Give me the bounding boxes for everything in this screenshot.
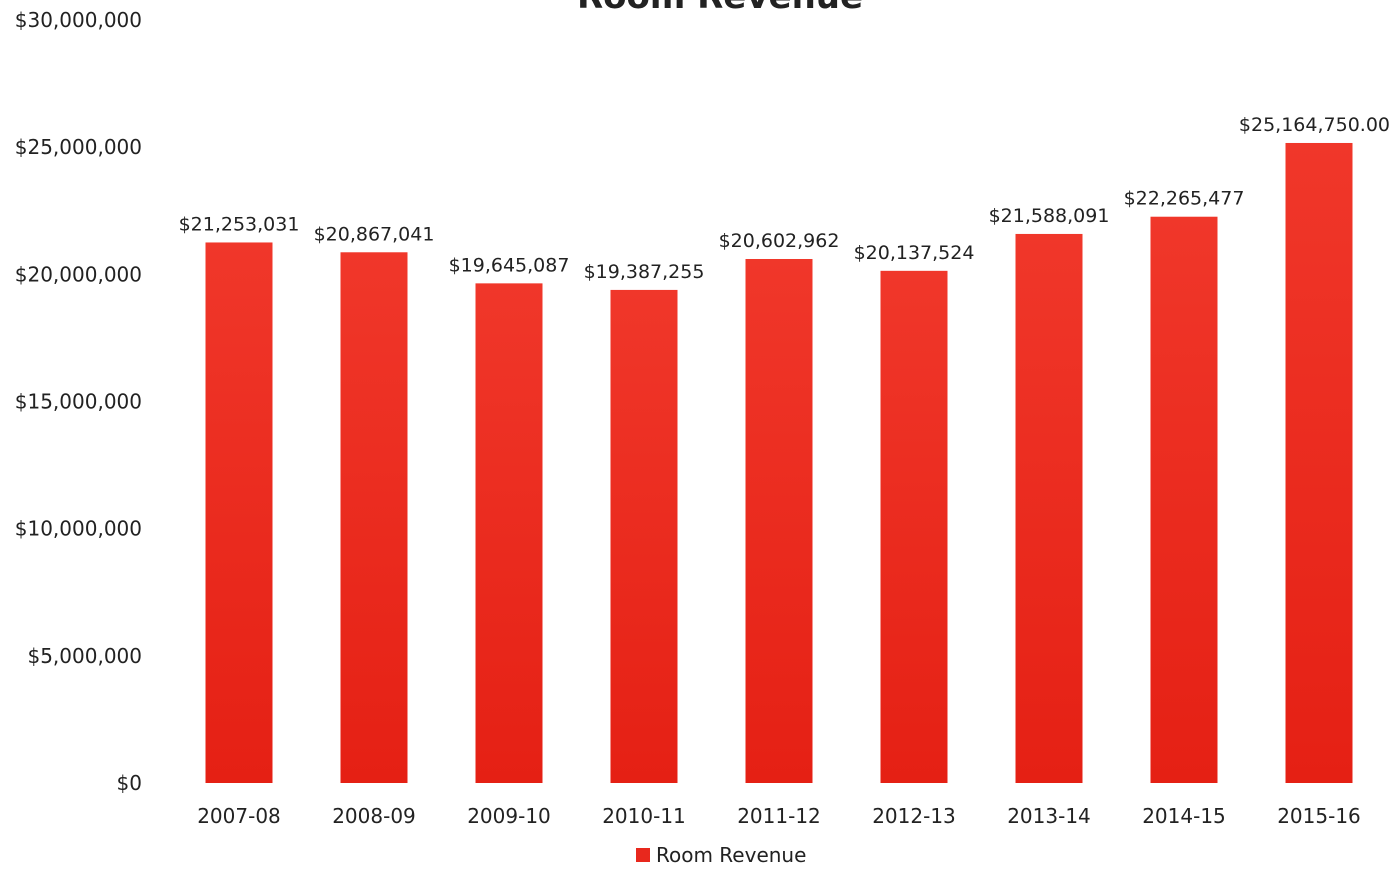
x-tick-label: 2014-15 [1142, 804, 1226, 828]
x-tick-label: 2013-14 [1007, 804, 1091, 828]
x-axis: 2007-08 2008-09 2009-10 2010-11 2011-12 2012-… [197, 804, 1361, 828]
bar-value-label: $20,137,524 [854, 242, 975, 264]
y-tick-label: $30,000,000 [15, 8, 142, 32]
y-tick-label: $25,000,000 [15, 135, 142, 159]
legend-label: Room Revenue [656, 843, 806, 867]
bar [880, 270, 948, 783]
bar [1015, 233, 1083, 784]
bar [205, 242, 273, 783]
bars-group [205, 142, 1353, 784]
bar [340, 252, 408, 783]
x-tick-label: 2009-10 [467, 804, 551, 828]
data-labels-group: $21,253,031 $20,867,041 $19,645,087 $19,387… [179, 114, 1390, 283]
legend: Room Revenue [636, 843, 806, 867]
bar [1285, 142, 1353, 783]
bar-value-label: $22,265,477 [1124, 188, 1245, 210]
bar [610, 289, 678, 783]
bar [745, 258, 813, 783]
x-tick-label: 2008-09 [332, 804, 416, 828]
bar-value-label: $21,253,031 [179, 213, 300, 235]
bar-value-label: $19,387,255 [584, 261, 705, 283]
y-tick-label: $15,000,000 [15, 390, 142, 414]
legend-marker [636, 848, 650, 862]
bar-value-label: $20,602,962 [719, 230, 840, 252]
bar-value-label: $25,164,750.00 [1239, 114, 1390, 136]
x-tick-label: 2007-08 [197, 804, 281, 828]
y-tick-label: $0 [117, 771, 142, 795]
bar-value-label: $21,588,091 [989, 205, 1110, 227]
x-tick-label: 2012-13 [872, 804, 956, 828]
x-tick-label: 2011-12 [737, 804, 821, 828]
chart-title: Room Revenue [577, 0, 863, 17]
bar [1150, 216, 1218, 783]
y-tick-label: $5,000,000 [27, 644, 142, 668]
y-axis: $0 $5,000,000 $10,000,000 $15,000,000 $20,00… [15, 8, 142, 795]
x-tick-label: 2010-11 [602, 804, 686, 828]
y-tick-label: $10,000,000 [15, 517, 142, 541]
bar-value-label: $20,867,041 [314, 223, 435, 245]
y-tick-label: $20,000,000 [15, 262, 142, 286]
x-tick-label: 2015-16 [1277, 804, 1361, 828]
bar-value-label: $19,645,087 [449, 254, 570, 276]
bar [475, 283, 543, 783]
